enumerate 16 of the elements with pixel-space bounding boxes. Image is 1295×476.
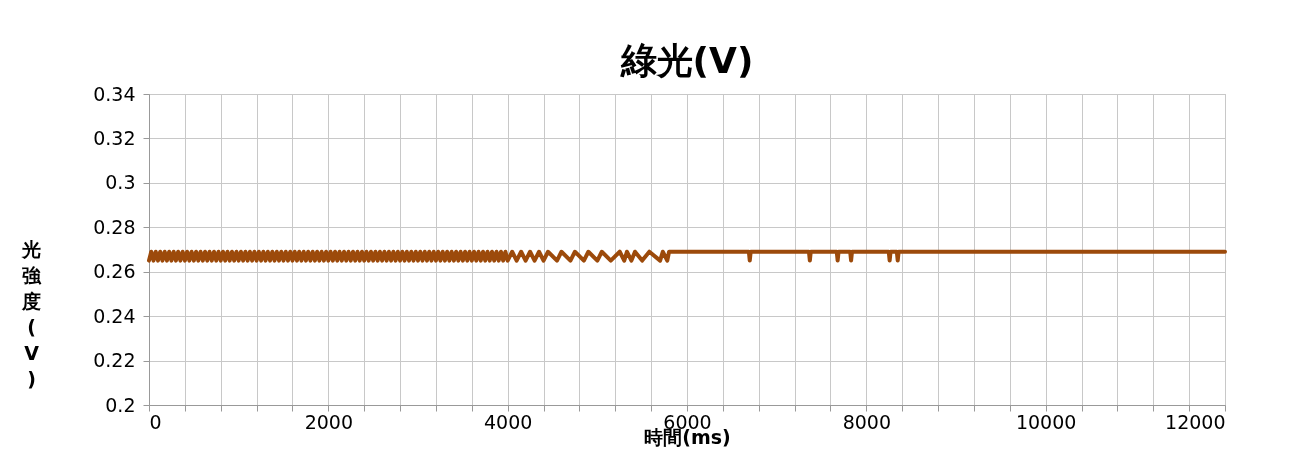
x-tick-label: 8000: [842, 410, 892, 433]
chart-title: 綠光(V): [619, 40, 754, 81]
x-tick-label: 10000: [1015, 410, 1077, 433]
y-tick-label: 0.26: [93, 260, 136, 283]
y-tick-label: 0.34: [93, 82, 136, 105]
x-tick-label: 12000: [1165, 410, 1226, 433]
y-tick-label: 0.3: [105, 171, 136, 194]
y-tick-label: 0.24: [93, 304, 136, 327]
y-tick-label: 0.32: [93, 126, 136, 149]
x-tick-label: 0: [149, 410, 162, 433]
x-tick-label: 2000: [304, 410, 354, 433]
y-axis-title: 光強度(V): [21, 237, 42, 390]
x-tick-label: 4000: [483, 410, 533, 433]
y-tick-label: 0.22: [93, 349, 136, 372]
y-tick-label: 0.2: [105, 393, 136, 416]
y-tick-label: 0.28: [93, 215, 136, 238]
